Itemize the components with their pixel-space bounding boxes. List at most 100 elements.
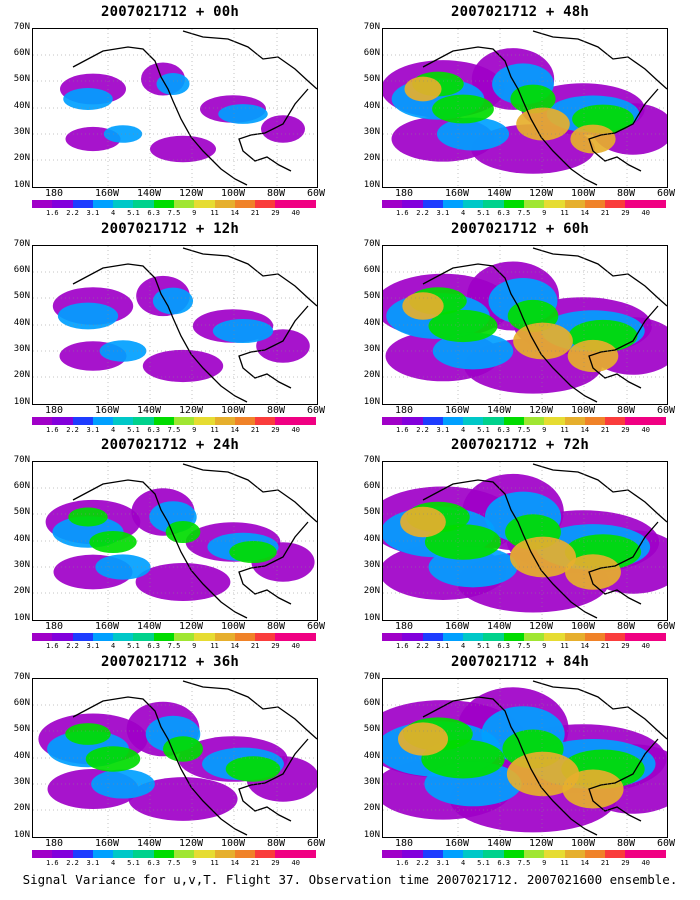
panel-title: 2007021712 + 00h (100, 4, 240, 20)
variance-contour (404, 76, 442, 102)
longitude-label: 80W (616, 838, 636, 849)
longitude-label: 160W (444, 621, 470, 632)
colorbar-label: 6.3 (497, 642, 511, 650)
colorbar-label: 1.6 (45, 426, 59, 434)
colorbar-swatch (544, 633, 565, 641)
colorbar-label: 40 (291, 209, 300, 217)
colorbar-label: 1.6 (45, 642, 59, 650)
colorbar-label: 9 (192, 642, 197, 650)
colorbar-label: 2.2 (66, 209, 79, 217)
figure-caption: Signal Variance for u,v,T. Flight 37. Ob… (22, 872, 678, 887)
variance-map (382, 461, 668, 621)
colorbar-label: 3.1 (86, 209, 100, 217)
colorbar-label: 21 (600, 209, 610, 217)
colorbar-swatch (133, 850, 154, 858)
colorbar-swatch (52, 200, 73, 208)
colorbar-label: 3.1 (436, 426, 450, 434)
longitude-label: 100W (220, 405, 246, 416)
colorbar-swatch (564, 850, 585, 858)
latitude-label: 50N (363, 74, 380, 84)
colorbar-label: 4 (461, 642, 466, 650)
longitude-label: 160W (94, 188, 120, 199)
variance-map (32, 28, 318, 188)
longitude-label: 80W (616, 188, 636, 199)
variance-contour (57, 302, 119, 330)
colorbar-swatch (32, 633, 53, 641)
longitude-label: 120W (528, 188, 554, 199)
longitude-label: 140W (486, 838, 512, 849)
colorbar-label: 7.5 (517, 426, 531, 434)
colorbar-label: 5.1 (127, 642, 140, 650)
colorbar-swatch (194, 417, 215, 425)
variance-contour (150, 135, 216, 163)
longitude-label: 120W (178, 621, 204, 632)
colorbar-label: 14 (230, 859, 240, 867)
variance-contour (156, 73, 190, 95)
colorbar-label: 4 (111, 642, 116, 650)
forecast-panel: 2007021712 + 60h 70N 60N 50N 40N 30N 20N 10N 180… (350, 217, 690, 435)
latitude-label: 40N (363, 534, 380, 544)
colorbar-label: 6.3 (497, 859, 511, 867)
longitude-label: 140W (486, 621, 512, 632)
colorbar-label: 11 (560, 859, 569, 867)
colorbar-swatch (275, 417, 296, 425)
colorbar-label: 4 (111, 859, 116, 867)
colorbar-swatch (32, 417, 53, 425)
variance-contour (428, 309, 498, 343)
variance-contour (424, 524, 502, 560)
colorbar-label: 11 (560, 209, 569, 217)
colorbar-swatch (72, 633, 93, 641)
colorbar-swatch (503, 200, 524, 208)
longitude-label: 60W (656, 188, 676, 199)
colorbar-label: 1.6 (395, 859, 409, 867)
colorbar-label: 7.5 (517, 209, 531, 217)
colorbar-swatch (463, 200, 484, 208)
colorbar-label: 29 (271, 642, 280, 650)
variance-contour (562, 769, 624, 809)
colorbar-label: 3.1 (436, 209, 450, 217)
latitude-label: 70N (363, 672, 380, 682)
longitude-label: 60W (656, 838, 676, 849)
latitude-label: 30N (13, 127, 30, 137)
latitude-label: 10N (363, 397, 380, 407)
colorbar-label: 7.5 (167, 642, 181, 650)
colorbar-swatch (645, 417, 666, 425)
longitude-label: 160W (444, 188, 470, 199)
colorbar-label: 40 (641, 642, 650, 650)
longitude-label: 160W (94, 621, 120, 632)
colorbar-label: 3.1 (86, 642, 100, 650)
latitude-label: 40N (13, 534, 30, 544)
colorbar-label: 7.5 (517, 859, 531, 867)
longitude-label: 100W (570, 405, 596, 416)
colorbar-label: 4 (111, 209, 116, 217)
colorbar-swatch (173, 200, 195, 208)
colorbar-swatch (463, 850, 484, 858)
colorbar-swatch (275, 200, 296, 208)
graticule (33, 462, 317, 620)
variance-map (382, 28, 668, 188)
colorbar-label: 29 (271, 859, 280, 867)
latitude-label: 30N (363, 560, 380, 570)
colorbar-label: 11 (210, 209, 219, 217)
longitude-label: 140W (136, 405, 162, 416)
colorbar-label: 21 (250, 859, 260, 867)
latitude-label: 10N (13, 397, 30, 407)
latitude-label: 10N (363, 613, 380, 623)
latitude-label: 40N (363, 318, 380, 328)
colorbar-swatch (402, 850, 423, 858)
colorbar-label: 5.1 (477, 642, 490, 650)
colorbar-swatch (173, 850, 195, 858)
latitude-label: 60N (363, 481, 380, 491)
variance-contour (432, 332, 514, 370)
latitude-label: 40N (13, 318, 30, 328)
colorbar-swatch (523, 200, 545, 208)
longitude-label: 80W (266, 405, 286, 416)
latitude-label: 50N (13, 74, 30, 84)
colorbar-swatch (52, 633, 73, 641)
colorbar-swatch (382, 633, 403, 641)
variance-contour (513, 322, 573, 360)
graticule (33, 246, 317, 404)
forecast-panel: 2007021712 + 84h 70N 60N 50N 40N 30N 20N 10N 180… (350, 650, 690, 868)
longitude-label: 140W (486, 188, 512, 199)
colorbar-swatch (234, 850, 256, 858)
